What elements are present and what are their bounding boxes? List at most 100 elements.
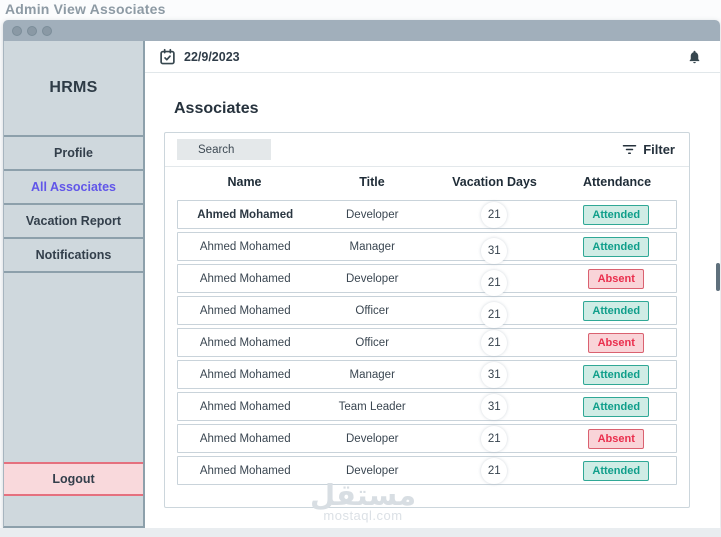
associate-title: Developer	[346, 464, 399, 477]
vacation-days-cell: 21	[432, 457, 557, 484]
current-date: 22/9/2023	[184, 49, 240, 64]
attendance-badge[interactable]: Absent	[588, 268, 645, 289]
table-row[interactable]: Ahmed Mohamed Officer 21 Absent	[177, 328, 677, 357]
vacation-days-chip: 21	[481, 329, 508, 356]
attendance-cell: Attended	[556, 300, 676, 321]
attendance-badge[interactable]: Attended	[583, 364, 650, 385]
logout-label: Logout	[52, 472, 95, 486]
vacation-days-chip: 21	[481, 301, 508, 328]
associate-name: Ahmed Mohamed	[197, 208, 294, 221]
main-content: 22/9/2023 Associates	[145, 41, 720, 528]
associate-title: Officer	[355, 304, 390, 317]
window-control-icon[interactable]	[42, 25, 52, 36]
table-row[interactable]: Ahmed Mohamed Manager 31 Attended	[177, 232, 677, 264]
column-header-vacation-days: Vacation Days	[452, 175, 537, 189]
vacation-days-cell: 31	[432, 234, 557, 264]
table-row[interactable]: Ahmed Mohamed Manager 31 Attended	[177, 360, 677, 389]
vacation-days-chip: 21	[481, 201, 508, 228]
associate-name: Ahmed Mohamed	[199, 464, 291, 477]
associates-card: Filter Name Title Vacation Days Attendan…	[164, 132, 690, 508]
bottom-strip	[0, 528, 721, 537]
vacation-days-chip: 21	[481, 425, 508, 452]
associate-title: Manager	[349, 240, 395, 253]
table-row[interactable]: Ahmed Mohamed Developer 21 Absent	[177, 264, 677, 296]
associate-name: Ahmed Mohamed	[199, 432, 291, 445]
table-row[interactable]: Ahmed Mohamed Developer 21 Attended	[177, 200, 677, 229]
associate-name: Ahmed Mohamed	[199, 304, 291, 317]
scrollbar-thumb[interactable]	[716, 263, 720, 291]
vacation-days-cell: 31	[432, 393, 557, 420]
vacation-days-cell: 31	[432, 361, 557, 388]
attendance-cell: Attended	[556, 236, 676, 257]
column-header-title: Title	[359, 175, 385, 189]
vacation-days-chip: 31	[481, 393, 508, 420]
sidebar-item-all-associates[interactable]: All Associates	[4, 171, 143, 205]
attendance-badge[interactable]: Attended	[583, 204, 650, 225]
vacation-days-cell: 21	[432, 298, 557, 328]
associate-title: Team Leader	[338, 400, 406, 413]
attendance-badge[interactable]: Attended	[583, 460, 650, 481]
filter-button[interactable]: Filter	[622, 142, 675, 157]
associate-name: Ahmed Mohamed	[199, 368, 291, 381]
calendar-check-icon	[159, 48, 176, 65]
vacation-days-cell: 21	[432, 266, 557, 296]
brand-title: HRMS	[4, 41, 143, 137]
attendance-cell: Absent	[556, 268, 676, 289]
vacation-days-chip: 21	[481, 457, 508, 484]
table-row[interactable]: Ahmed Mohamed Developer 21 Absent	[177, 424, 677, 453]
vacation-days-cell: 21	[432, 425, 557, 452]
vacation-days-chip: 31	[481, 237, 508, 264]
associate-title: Developer	[346, 272, 399, 285]
sidebar-item-vacation-report[interactable]: Vacation Report	[4, 205, 143, 239]
logout-button[interactable]: Logout	[4, 462, 143, 496]
search-input[interactable]	[177, 139, 271, 160]
associate-title: Manager	[349, 368, 395, 381]
column-header-attendance: Attendance	[582, 175, 652, 189]
attendance-badge[interactable]: Attended	[583, 300, 650, 321]
vacation-days-chip: 21	[481, 269, 508, 296]
associate-name: Ahmed Mohamed	[199, 240, 291, 253]
attendance-cell: Absent	[556, 332, 676, 353]
attendance-cell: Absent	[556, 428, 676, 449]
column-header-name: Name	[227, 175, 262, 189]
associate-title: Officer	[355, 336, 390, 349]
date-display: 22/9/2023	[159, 48, 240, 65]
attendance-badge[interactable]: Absent	[588, 332, 645, 353]
sidebar-item-profile[interactable]: Profile	[4, 137, 143, 171]
sidebar: HRMS Profile All Associates Vacation Rep…	[3, 41, 145, 528]
associate-name: Ahmed Mohamed	[199, 336, 291, 349]
sidebar-item-label: Notifications	[35, 248, 112, 262]
attendance-badge[interactable]: Absent	[588, 428, 645, 449]
sidebar-item-label: Profile	[54, 146, 93, 160]
attendance-badge[interactable]: Attended	[583, 236, 650, 257]
table-row[interactable]: Ahmed Mohamed Officer 21 Attended	[177, 296, 677, 328]
associate-title: Developer	[346, 208, 399, 221]
window-control-icon[interactable]	[12, 25, 22, 36]
table-row[interactable]: Ahmed Mohamed Team Leader 31 Attended	[177, 392, 677, 421]
sidebar-item-label: Vacation Report	[25, 214, 122, 228]
vacation-days-cell: 21	[432, 201, 557, 228]
filter-lines-icon	[622, 143, 637, 156]
window-titlebar	[3, 20, 720, 41]
associate-title: Developer	[346, 432, 399, 445]
sidebar-spacer	[4, 273, 143, 462]
window-control-icon[interactable]	[27, 25, 37, 36]
associate-name: Ahmed Mohamed	[199, 272, 291, 285]
associate-name: Ahmed Mohamed	[199, 400, 291, 413]
topbar: 22/9/2023	[145, 41, 720, 73]
table-row[interactable]: Ahmed Mohamed Developer 21 Attended	[177, 456, 677, 485]
attendance-badge[interactable]: Attended	[583, 396, 650, 417]
sidebar-item-label: All Associates	[31, 180, 116, 194]
attendance-cell: Attended	[556, 204, 676, 225]
vacation-days-cell: 21	[432, 329, 557, 356]
table-toolbar: Filter	[165, 133, 689, 167]
table-header: Name Title Vacation Days Attendance	[165, 167, 689, 197]
sidebar-item-notifications[interactable]: Notifications	[4, 239, 143, 273]
filter-label: Filter	[643, 142, 675, 157]
attendance-cell: Attended	[556, 460, 676, 481]
bell-icon[interactable]	[687, 49, 702, 65]
app-window: HRMS Profile All Associates Vacation Rep…	[3, 20, 720, 528]
section-heading: Associates	[174, 100, 259, 117]
vacation-days-chip: 31	[481, 361, 508, 388]
table-body: Ahmed Mohamed Developer 21 Attended Ahme…	[165, 197, 689, 485]
